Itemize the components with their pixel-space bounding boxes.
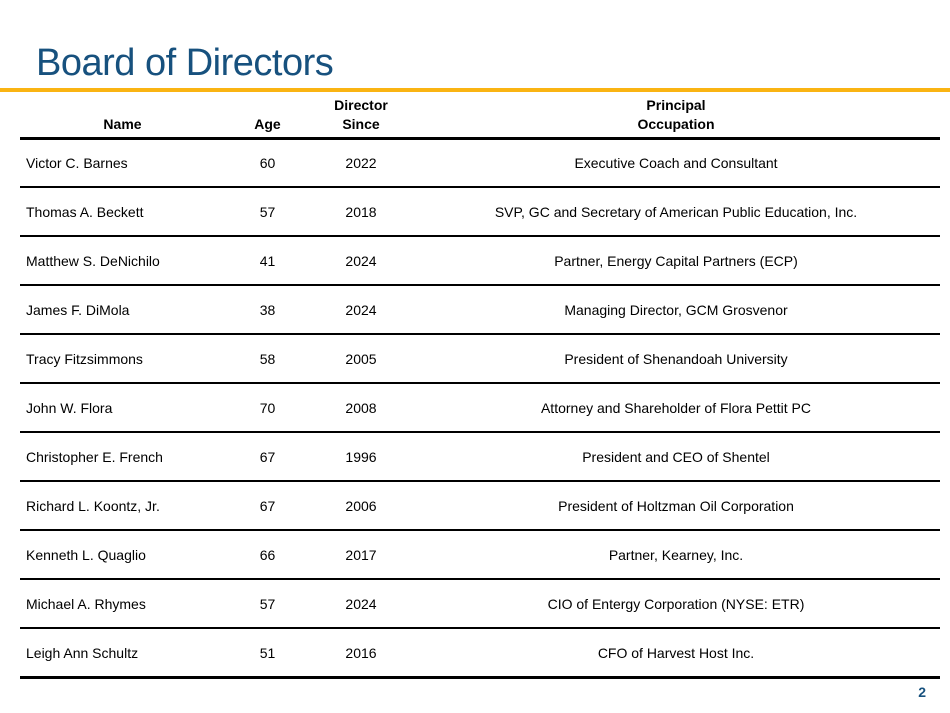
table-row: Christopher E. French 67 1996 President … [20, 432, 940, 483]
cell-director-occupation: CIO of Entergy Corporation (NYSE: ETR) [412, 579, 940, 630]
cell-director-age: 60 [225, 138, 310, 189]
cell-director-since: 2005 [310, 334, 412, 385]
cell-director-occupation: Attorney and Shareholder of Flora Pettit… [412, 383, 940, 434]
table-row: Michael A. Rhymes 57 2024 CIO of Entergy… [20, 579, 940, 630]
cell-director-age: 38 [225, 285, 310, 336]
cell-director-name: Richard L. Koontz, Jr. [20, 481, 225, 532]
table-row: Richard L. Koontz, Jr. 67 2006 President… [20, 481, 940, 532]
cell-director-occupation: Managing Director, GCM Grosvenor [412, 285, 940, 336]
cell-director-name: Christopher E. French [20, 432, 225, 483]
table-row: Tracy Fitzsimmons 58 2005 President of S… [20, 334, 940, 385]
cell-director-occupation: CFO of Harvest Host Inc. [412, 628, 940, 679]
page-title: Board of Directors [36, 42, 334, 84]
column-header-principal-occupation: Principal Occupation [412, 96, 940, 140]
cell-director-occupation: SVP, GC and Secretary of American Public… [412, 187, 940, 238]
cell-director-age: 70 [225, 383, 310, 434]
column-header-name: Name [20, 96, 225, 140]
cell-director-name: Matthew S. DeNichilo [20, 236, 225, 287]
board-table-body: Victor C. Barnes 60 2022 Executive Coach… [20, 138, 940, 679]
cell-director-since: 2024 [310, 236, 412, 287]
table-row: Thomas A. Beckett 57 2018 SVP, GC and Se… [20, 187, 940, 238]
table-row: James F. DiMola 38 2024 Managing Directo… [20, 285, 940, 336]
cell-director-age: 66 [225, 530, 310, 581]
cell-director-name: Thomas A. Beckett [20, 187, 225, 238]
cell-director-since: 2006 [310, 481, 412, 532]
cell-director-name: Leigh Ann Schultz [20, 628, 225, 679]
board-table-header: Name Age Director Since Principal Occupa… [20, 96, 940, 140]
cell-director-occupation: President of Shenandoah University [412, 334, 940, 385]
cell-director-since: 2018 [310, 187, 412, 238]
table-row: Kenneth L. Quaglio 66 2017 Partner, Kear… [20, 530, 940, 581]
cell-director-age: 57 [225, 579, 310, 630]
column-header-age: Age [225, 96, 310, 140]
table-row: Leigh Ann Schultz 51 2016 CFO of Harvest… [20, 628, 940, 679]
cell-director-since: 2017 [310, 530, 412, 581]
cell-director-occupation: Executive Coach and Consultant [412, 138, 940, 189]
column-header-director-since: Director Since [310, 96, 412, 140]
cell-director-occupation: President of Holtzman Oil Corporation [412, 481, 940, 532]
accent-divider [0, 88, 950, 92]
page-number: 2 [918, 684, 926, 700]
table-row: Victor C. Barnes 60 2022 Executive Coach… [20, 138, 940, 189]
cell-director-since: 2016 [310, 628, 412, 679]
cell-director-age: 41 [225, 236, 310, 287]
cell-director-age: 67 [225, 432, 310, 483]
table-row: Matthew S. DeNichilo 41 2024 Partner, En… [20, 236, 940, 287]
cell-director-since: 2024 [310, 579, 412, 630]
table-row: John W. Flora 70 2008 Attorney and Share… [20, 383, 940, 434]
cell-director-occupation: Partner, Energy Capital Partners (ECP) [412, 236, 940, 287]
cell-director-name: Victor C. Barnes [20, 138, 225, 189]
cell-director-age: 67 [225, 481, 310, 532]
cell-director-since: 2022 [310, 138, 412, 189]
cell-director-name: Tracy Fitzsimmons [20, 334, 225, 385]
cell-director-age: 57 [225, 187, 310, 238]
cell-director-since: 2008 [310, 383, 412, 434]
cell-director-name: James F. DiMola [20, 285, 225, 336]
cell-director-age: 51 [225, 628, 310, 679]
cell-director-since: 2024 [310, 285, 412, 336]
cell-director-occupation: President and CEO of Shentel [412, 432, 940, 483]
board-table: Name Age Director Since Principal Occupa… [20, 96, 940, 679]
cell-director-name: John W. Flora [20, 383, 225, 434]
cell-director-name: Michael A. Rhymes [20, 579, 225, 630]
cell-director-name: Kenneth L. Quaglio [20, 530, 225, 581]
cell-director-occupation: Partner, Kearney, Inc. [412, 530, 940, 581]
cell-director-since: 1996 [310, 432, 412, 483]
cell-director-age: 58 [225, 334, 310, 385]
